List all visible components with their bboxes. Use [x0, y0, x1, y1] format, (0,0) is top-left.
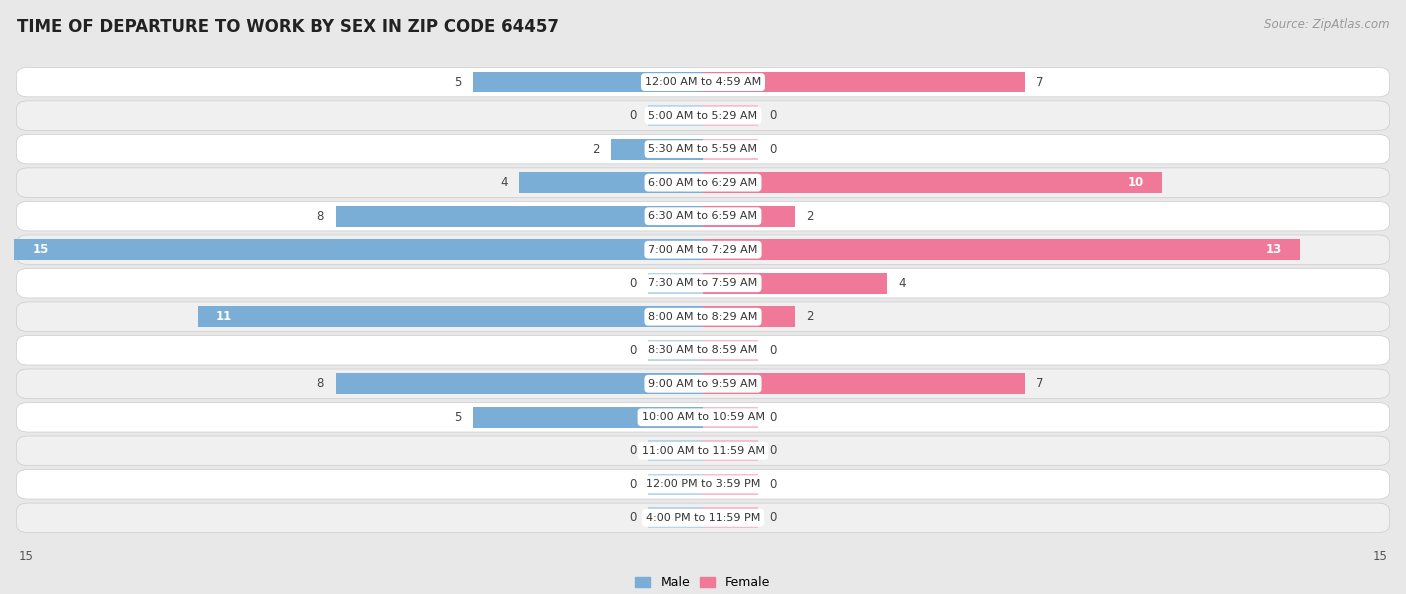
Bar [703, 374, 1025, 394]
Text: 0: 0 [628, 511, 637, 525]
Text: 10:00 AM to 10:59 AM: 10:00 AM to 10:59 AM [641, 412, 765, 422]
Bar [612, 139, 703, 160]
FancyBboxPatch shape [17, 503, 1389, 533]
FancyBboxPatch shape [17, 201, 1389, 231]
Text: 7:00 AM to 7:29 AM: 7:00 AM to 7:29 AM [648, 245, 758, 255]
Text: 15: 15 [1372, 549, 1388, 563]
Bar [336, 206, 703, 226]
Text: 5: 5 [454, 75, 461, 89]
Text: 0: 0 [769, 511, 778, 525]
Legend: Male, Female: Male, Female [630, 571, 776, 594]
Bar [703, 407, 758, 428]
FancyBboxPatch shape [17, 235, 1389, 264]
FancyBboxPatch shape [17, 470, 1389, 499]
Bar [703, 340, 758, 361]
Text: 0: 0 [769, 109, 778, 122]
Bar [703, 206, 794, 226]
Text: 10: 10 [1128, 176, 1144, 189]
Bar [198, 307, 703, 327]
Bar [474, 407, 703, 428]
Text: Source: ZipAtlas.com: Source: ZipAtlas.com [1264, 18, 1389, 31]
Text: 8:00 AM to 8:29 AM: 8:00 AM to 8:29 AM [648, 312, 758, 322]
FancyBboxPatch shape [17, 67, 1389, 97]
Text: 0: 0 [628, 109, 637, 122]
Bar [648, 440, 703, 461]
Text: 5: 5 [454, 411, 461, 424]
Text: 12:00 PM to 3:59 PM: 12:00 PM to 3:59 PM [645, 479, 761, 489]
FancyBboxPatch shape [17, 268, 1389, 298]
Text: 12:00 AM to 4:59 AM: 12:00 AM to 4:59 AM [645, 77, 761, 87]
Bar [648, 474, 703, 495]
Bar [648, 105, 703, 126]
Text: 15: 15 [18, 549, 34, 563]
Text: 2: 2 [807, 210, 814, 223]
Text: 7: 7 [1036, 75, 1043, 89]
Bar [703, 440, 758, 461]
Text: 15: 15 [32, 243, 49, 256]
Text: 0: 0 [628, 344, 637, 357]
Text: 0: 0 [769, 143, 778, 156]
FancyBboxPatch shape [17, 134, 1389, 164]
Text: 4: 4 [501, 176, 508, 189]
Text: 8: 8 [316, 210, 323, 223]
FancyBboxPatch shape [17, 336, 1389, 365]
Text: 8:30 AM to 8:59 AM: 8:30 AM to 8:59 AM [648, 345, 758, 355]
Text: 13: 13 [1265, 243, 1282, 256]
Text: 6:00 AM to 6:29 AM: 6:00 AM to 6:29 AM [648, 178, 758, 188]
FancyBboxPatch shape [17, 403, 1389, 432]
Text: 5:30 AM to 5:59 AM: 5:30 AM to 5:59 AM [648, 144, 758, 154]
Text: 0: 0 [769, 444, 778, 457]
FancyBboxPatch shape [17, 436, 1389, 466]
Bar [648, 340, 703, 361]
FancyBboxPatch shape [17, 369, 1389, 399]
Text: 0: 0 [769, 344, 778, 357]
Text: 0: 0 [628, 444, 637, 457]
Bar [703, 139, 758, 160]
Text: 2: 2 [592, 143, 599, 156]
Text: 0: 0 [769, 478, 778, 491]
Text: 6:30 AM to 6:59 AM: 6:30 AM to 6:59 AM [648, 211, 758, 221]
Text: 4: 4 [898, 277, 905, 290]
Text: 11: 11 [217, 310, 232, 323]
Bar [703, 307, 794, 327]
Bar [703, 273, 887, 293]
FancyBboxPatch shape [17, 302, 1389, 331]
Text: 0: 0 [628, 277, 637, 290]
Text: TIME OF DEPARTURE TO WORK BY SEX IN ZIP CODE 64457: TIME OF DEPARTURE TO WORK BY SEX IN ZIP … [17, 18, 558, 36]
Text: 4:00 PM to 11:59 PM: 4:00 PM to 11:59 PM [645, 513, 761, 523]
Text: 11:00 AM to 11:59 AM: 11:00 AM to 11:59 AM [641, 446, 765, 456]
Bar [519, 172, 703, 193]
Text: 0: 0 [769, 411, 778, 424]
Text: 7: 7 [1036, 377, 1043, 390]
Bar [474, 72, 703, 93]
Bar [336, 374, 703, 394]
Text: 7:30 AM to 7:59 AM: 7:30 AM to 7:59 AM [648, 278, 758, 288]
Text: 0: 0 [628, 478, 637, 491]
Text: 8: 8 [316, 377, 323, 390]
Bar [703, 172, 1163, 193]
Bar [648, 507, 703, 528]
Bar [703, 72, 1025, 93]
Bar [703, 507, 758, 528]
Bar [648, 273, 703, 293]
Text: 5:00 AM to 5:29 AM: 5:00 AM to 5:29 AM [648, 110, 758, 121]
FancyBboxPatch shape [17, 101, 1389, 130]
Bar [703, 105, 758, 126]
Bar [703, 474, 758, 495]
Bar [14, 239, 703, 260]
Text: 2: 2 [807, 310, 814, 323]
Text: 9:00 AM to 9:59 AM: 9:00 AM to 9:59 AM [648, 379, 758, 388]
FancyBboxPatch shape [17, 168, 1389, 197]
Bar [703, 239, 1301, 260]
